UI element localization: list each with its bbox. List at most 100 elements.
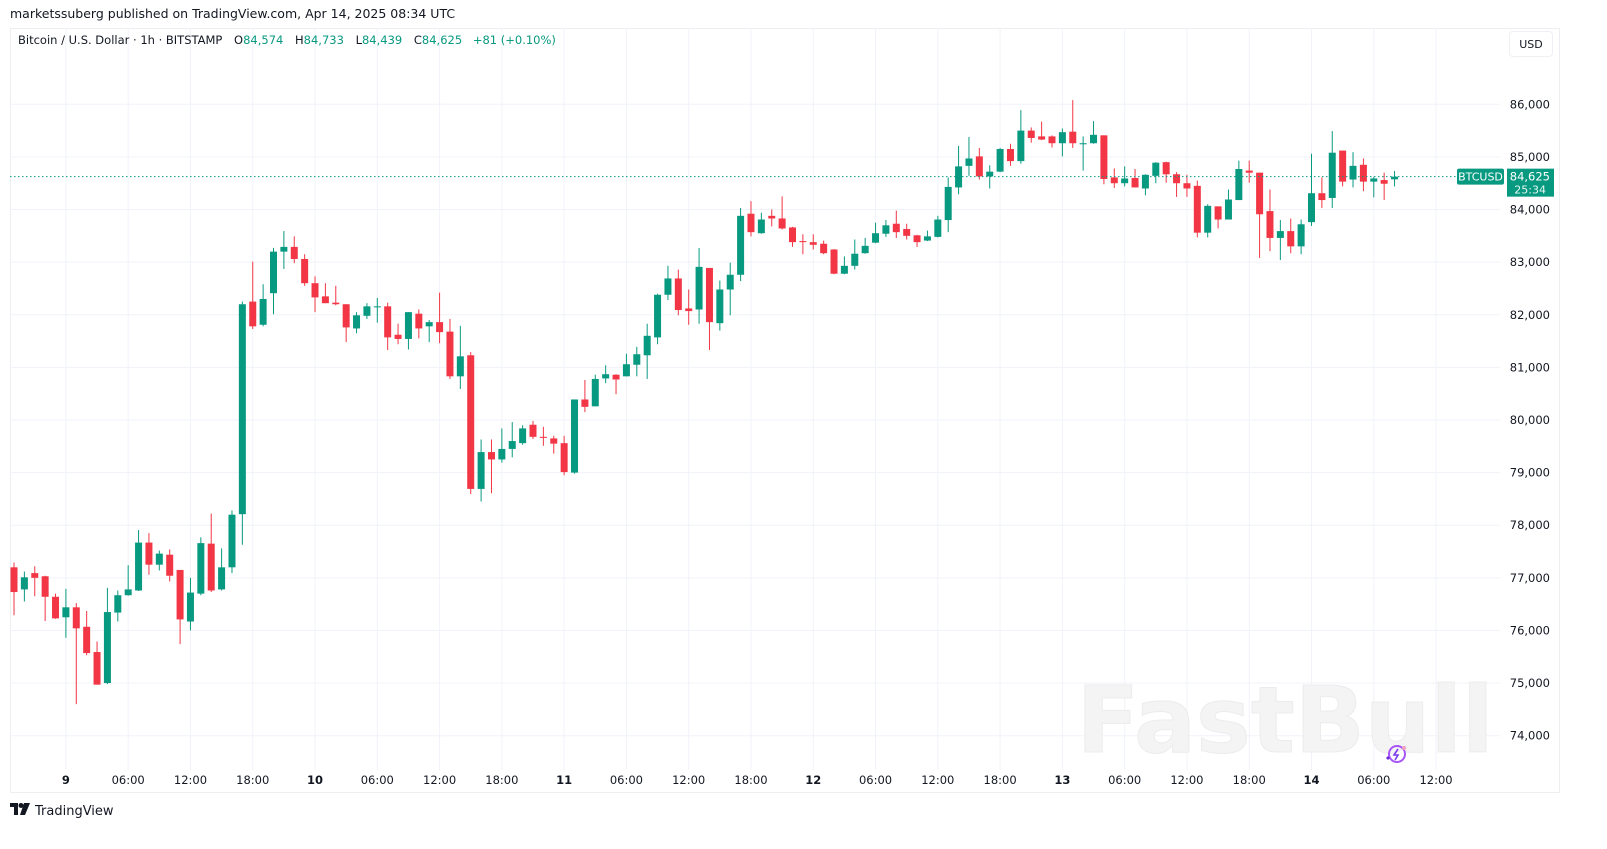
candle-down[interactable] [249,261,257,329]
candle-up[interactable] [124,565,132,596]
candle-down[interactable] [1359,158,1367,192]
candle-down[interactable] [1100,135,1108,185]
candle-down[interactable] [1131,169,1139,188]
candle-up[interactable] [228,510,236,574]
candle-down[interactable] [1162,161,1170,183]
candle-up[interactable] [498,428,506,463]
candle-down[interactable] [467,352,475,495]
candle-down[interactable] [301,254,309,286]
candle-up[interactable] [1349,152,1357,188]
candle-up[interactable] [155,550,163,571]
candle-down[interactable] [1256,172,1264,258]
candle-up[interactable] [1017,110,1025,164]
candle-down[interactable] [31,566,39,597]
candle-down[interactable] [415,309,423,339]
candle-down[interactable] [332,285,340,306]
candle-up[interactable] [840,256,848,275]
candle-up[interactable] [944,177,952,233]
candle-down[interactable] [1038,121,1046,141]
candle-up[interactable] [1391,170,1399,187]
candle-down[interactable] [903,223,911,240]
candle-up[interactable] [602,365,610,384]
candle-down[interactable] [1069,100,1077,148]
candle-up[interactable] [965,136,973,176]
candle-up[interactable] [280,231,288,269]
candle-down[interactable] [446,318,454,379]
candle-down[interactable] [820,240,828,255]
candle-down[interactable] [1380,172,1388,201]
candle-up[interactable] [654,293,662,345]
candle-down[interactable] [581,380,589,413]
candle-down[interactable] [799,234,807,255]
candle-up[interactable] [353,312,361,334]
candle-up[interactable] [986,165,994,189]
candle-up[interactable] [1152,162,1160,184]
candle-down[interactable] [176,569,184,645]
candle-up[interactable] [114,590,122,622]
candle-down[interactable] [436,292,444,344]
candle-up[interactable] [186,577,194,631]
candle-down[interactable] [1173,172,1181,197]
candle-up[interactable] [757,212,765,234]
candle-up[interactable] [20,571,28,602]
candle-down[interactable] [321,283,329,304]
candle-up[interactable] [259,284,267,327]
candle-down[interactable] [93,641,101,685]
candle-up[interactable] [270,247,277,315]
candle-down[interactable] [72,603,80,705]
candle-up[interactable] [404,312,412,350]
candle-up[interactable] [197,537,205,596]
candle-up[interactable] [996,147,1004,173]
candle-up[interactable] [1079,136,1087,171]
candle-up[interactable] [664,265,672,301]
candle-down[interactable] [166,549,174,582]
candle-down[interactable] [1193,180,1201,238]
candle-down[interactable] [789,226,796,247]
candle-up[interactable] [1224,189,1232,220]
symbol-description[interactable]: Bitcoin / U.S. Dollar · 1h · BITSTAMP [18,33,223,47]
candle-down[interactable] [778,196,786,230]
candle-down[interactable] [830,248,838,275]
tradingview-brand[interactable]: TradingView [10,803,114,819]
candle-down[interactable] [1048,135,1056,148]
candle-up[interactable] [1370,176,1378,198]
candle-up[interactable] [643,323,651,379]
candle-down[interactable] [529,421,537,439]
candle-up[interactable] [103,587,111,685]
candle-up[interactable] [1121,166,1129,187]
candle-up[interactable] [1204,204,1212,238]
candle-down[interactable] [550,435,558,454]
candle-up[interactable] [591,374,599,407]
candle-up[interactable] [519,425,527,445]
candle-up[interactable] [1308,153,1315,226]
candle-up[interactable] [923,230,931,242]
candle-up[interactable] [425,320,433,343]
candle-up[interactable] [1297,219,1305,255]
candle-up[interactable] [1058,128,1066,157]
candle-down[interactable] [768,209,776,227]
candle-up[interactable] [726,262,734,316]
candle-down[interactable] [207,513,215,593]
candle-up[interactable] [363,303,371,319]
candle-down[interactable] [1287,218,1295,254]
candle-down[interactable] [311,276,319,313]
candle-up[interactable] [695,247,703,324]
candle-up[interactable] [1235,160,1243,201]
candle-up[interactable] [737,207,745,282]
candle-down[interactable] [1214,206,1222,229]
candle-down[interactable] [913,234,921,247]
candle-down[interactable] [1027,127,1035,143]
candle-up[interactable] [1276,220,1284,261]
candle-down[interactable] [539,426,547,446]
candle-down[interactable] [975,147,983,180]
candle-down[interactable] [83,610,91,656]
candle-up[interactable] [622,353,630,377]
candle-down[interactable] [384,302,392,351]
candle-down[interactable] [685,289,693,325]
candle-down[interactable] [145,533,153,575]
candle-down[interactable] [394,323,402,345]
candle-up[interactable] [851,239,859,270]
candle-up[interactable] [62,588,70,638]
candle-down[interactable] [52,593,60,619]
